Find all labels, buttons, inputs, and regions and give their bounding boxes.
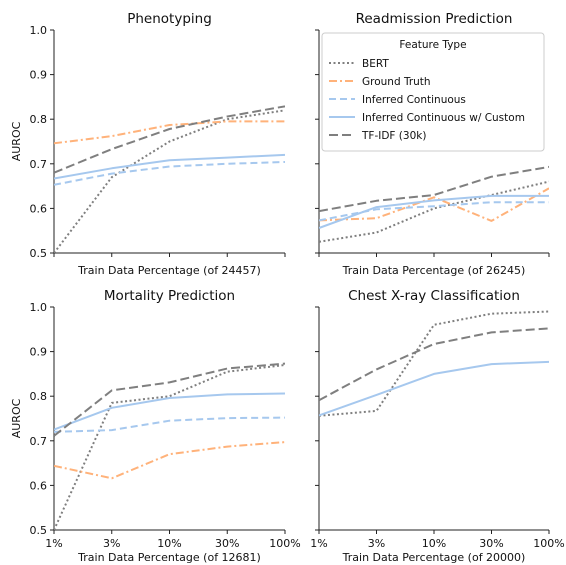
subplot-4: Chest X-ray Classification 1% 3% 10% 30% 100%… <box>310 288 564 564</box>
y-tick-label: 1.0 <box>30 301 48 314</box>
y-tick-label: 0.5 <box>30 247 48 260</box>
series-line-ground-truth <box>54 441 285 480</box>
series-group <box>319 310 549 417</box>
series-line-inferred-continuous <box>54 161 285 186</box>
x-axis-label: Train Data Percentage (of 12681) <box>77 551 261 564</box>
x-axis-label: Train Data Percentage (of 20000) <box>342 551 526 564</box>
y-tick-label: 0.9 <box>30 346 48 359</box>
subplot-2: Readmission Prediction Train Data Percent… <box>315 11 550 277</box>
series-line-bert <box>319 180 549 243</box>
series-line-ground-truth <box>319 187 549 222</box>
legend-label: TF-IDF (30k) <box>361 130 426 142</box>
x-tick-label: 30% <box>479 537 503 550</box>
subplot-title: Chest X-ray Classification <box>348 288 520 304</box>
y-axis-label: AUROC <box>10 121 23 161</box>
x-tick-label: 30% <box>215 537 239 550</box>
series-line-ground-truth <box>54 120 285 145</box>
y-tick-label: 0.7 <box>30 435 48 448</box>
legend-box <box>321 32 545 152</box>
series-line-bert <box>319 310 549 417</box>
series-group <box>54 362 285 530</box>
x-tick-label: 100% <box>533 537 564 550</box>
x-tick-label: 10% <box>157 537 181 550</box>
y-tick-label: 0.8 <box>30 390 48 403</box>
legend: Feature Type BERT Ground Truth Inferred Con… <box>321 32 545 152</box>
legend-label: Inferred Continuous w/ Custom <box>362 112 525 124</box>
series-line-inferred-continuous-w-custom <box>54 392 285 431</box>
x-tick-label: 1% <box>45 537 62 550</box>
y-tick-label: 0.5 <box>30 524 48 537</box>
subplot-title: Readmission Prediction <box>356 11 513 27</box>
x-axis-label: Train Data Percentage (of 24457) <box>77 264 261 277</box>
y-axis-label: AUROC <box>10 398 23 438</box>
series-line-tf-idf-30k- <box>54 362 285 437</box>
x-tick-label: 10% <box>422 537 446 550</box>
series-line-inferred-continuous <box>319 201 549 222</box>
x-tick-label: 3% <box>368 537 385 550</box>
legend-label: Ground Truth <box>362 76 431 88</box>
x-axis-label: Train Data Percentage (of 26245) <box>342 264 526 277</box>
series-line-tf-idf-30k- <box>319 165 549 213</box>
y-tick-label: 1.0 <box>30 24 48 37</box>
series-line-inferred-continuous-w-custom <box>319 194 549 229</box>
y-tick-label: 0.6 <box>30 479 48 492</box>
series-line-inferred-continuous-w-custom <box>319 360 549 417</box>
series-line-bert <box>54 364 285 530</box>
y-tick-label: 0.6 <box>30 202 48 215</box>
subplot-1: Phenotyping 0.5 0.6 0.7 0.8 0.9 1.0 Train Data … <box>10 11 286 277</box>
legend-label: Inferred Continuous <box>362 94 466 106</box>
x-tick-label: 100% <box>269 537 300 550</box>
series-line-tf-idf-30k- <box>54 105 285 174</box>
legend-label: BERT <box>362 58 389 70</box>
subplot-title: Mortality Prediction <box>104 288 235 304</box>
series-group <box>54 105 285 253</box>
subplot-3: Mortality Prediction 0.5 0.6 0.7 0.8 0.9 1.0 1%… <box>10 288 301 564</box>
series-group <box>319 165 549 243</box>
legend-title: Feature Type <box>399 39 466 51</box>
series-line-tf-idf-30k- <box>319 327 549 402</box>
subplot-title: Phenotyping <box>127 11 212 27</box>
x-tick-label: 1% <box>310 537 327 550</box>
series-line-inferred-continuous <box>54 416 285 433</box>
series-line-bert <box>54 109 285 253</box>
y-tick-label: 0.8 <box>30 113 48 126</box>
y-tick-label: 0.7 <box>30 158 48 171</box>
y-tick-label: 0.9 <box>30 69 48 82</box>
x-tick-label: 3% <box>103 537 120 550</box>
series-line-inferred-continuous-w-custom <box>54 153 285 180</box>
